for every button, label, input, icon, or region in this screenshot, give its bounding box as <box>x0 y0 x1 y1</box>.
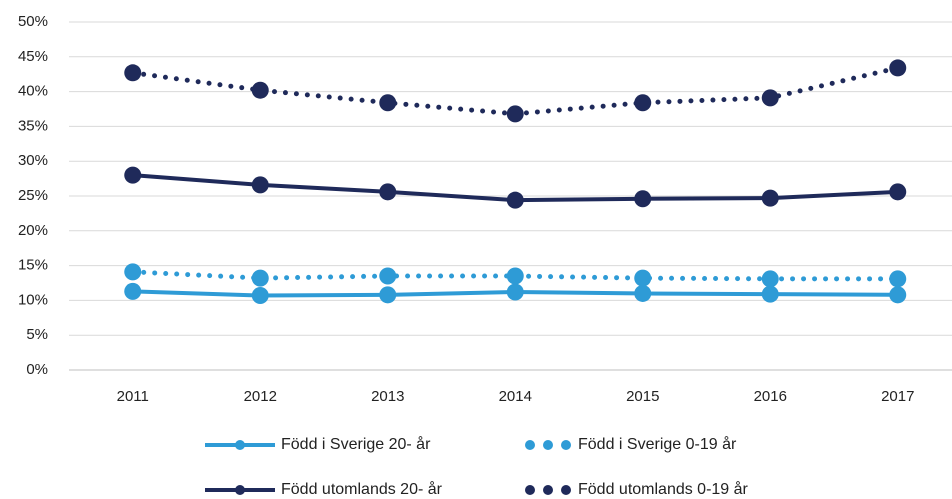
x-tick-label: 2016 <box>754 388 787 405</box>
data-point <box>379 94 397 112</box>
legend-marker <box>525 440 535 450</box>
x-tick-label: 2012 <box>244 388 277 405</box>
data-point <box>251 176 269 194</box>
data-point <box>506 267 524 285</box>
y-tick-label: 35% <box>18 117 48 134</box>
data-point <box>506 105 524 123</box>
data-point <box>379 183 397 201</box>
data-point <box>634 284 652 302</box>
data-point <box>379 267 397 285</box>
y-tick-label: 20% <box>18 222 48 239</box>
legend-text: Född utomlands 0-19 år <box>578 480 749 498</box>
y-tick-label: 0% <box>26 361 48 378</box>
legend-marker <box>235 485 245 495</box>
data-point <box>124 64 142 82</box>
legend-marker <box>235 440 245 450</box>
data-point <box>889 270 907 288</box>
x-tick-label: 2014 <box>499 388 532 405</box>
x-tick-label: 2011 <box>117 388 149 405</box>
data-point <box>251 269 269 287</box>
y-tick-label: 50% <box>18 13 48 30</box>
legend-marker <box>543 485 553 495</box>
data-point <box>761 285 779 303</box>
y-tick-label: 5% <box>26 326 48 343</box>
y-tick-label: 40% <box>18 83 48 100</box>
data-point <box>889 59 907 77</box>
x-tick-label: 2013 <box>371 388 404 405</box>
data-point <box>761 189 779 207</box>
legend-marker <box>525 485 535 495</box>
legend-text: Född i Sverige 20- år <box>281 435 431 453</box>
legend-marker <box>561 440 571 450</box>
data-point <box>506 191 524 209</box>
y-tick-label: 30% <box>18 152 48 169</box>
y-tick-label: 45% <box>18 48 48 65</box>
data-point <box>634 269 652 287</box>
x-tick-label: 2017 <box>881 388 914 405</box>
data-point <box>634 190 652 208</box>
data-point <box>634 94 652 112</box>
data-point <box>506 283 524 301</box>
legend-text: Född utomlands 20- år <box>281 480 443 498</box>
data-point <box>889 286 907 304</box>
data-point <box>251 287 269 305</box>
data-point <box>124 282 142 300</box>
y-tick-label: 15% <box>18 257 48 274</box>
data-point <box>251 81 269 99</box>
data-point <box>124 166 142 184</box>
data-point <box>124 263 142 281</box>
y-tick-label: 10% <box>18 291 48 308</box>
x-tick-label: 2015 <box>626 388 659 405</box>
data-point <box>761 270 779 288</box>
data-point <box>889 183 907 201</box>
legend-marker <box>543 440 553 450</box>
legend-marker <box>561 485 571 495</box>
data-point <box>761 89 779 107</box>
data-point <box>379 286 397 304</box>
legend-text: Född i Sverige 0-19 år <box>578 435 737 453</box>
y-tick-label: 25% <box>18 187 48 204</box>
